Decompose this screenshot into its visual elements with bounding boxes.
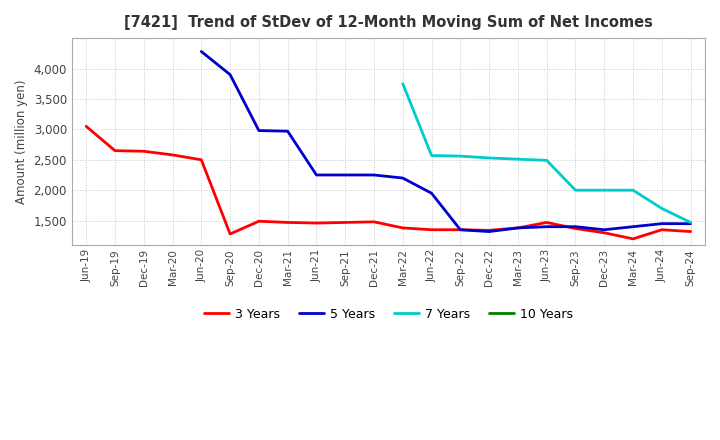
Legend: 3 Years, 5 Years, 7 Years, 10 Years: 3 Years, 5 Years, 7 Years, 10 Years — [199, 303, 578, 326]
7 Years — [485, 155, 493, 161]
Line: 3 Years: 3 Years — [86, 126, 690, 239]
7 Years — [686, 220, 695, 225]
3 Years — [255, 219, 264, 224]
7 Years — [657, 206, 666, 211]
5 Years — [571, 224, 580, 229]
3 Years — [398, 225, 407, 231]
3 Years — [140, 149, 148, 154]
5 Years — [485, 229, 493, 234]
5 Years — [657, 221, 666, 226]
3 Years — [686, 229, 695, 234]
7 Years — [427, 153, 436, 158]
3 Years — [657, 227, 666, 232]
5 Years — [284, 128, 292, 134]
3 Years — [284, 220, 292, 225]
5 Years — [629, 224, 637, 229]
3 Years — [485, 228, 493, 233]
3 Years — [600, 230, 608, 235]
3 Years — [197, 157, 206, 162]
7 Years — [600, 187, 608, 193]
5 Years — [226, 72, 235, 77]
7 Years — [629, 187, 637, 193]
3 Years — [427, 227, 436, 232]
3 Years — [571, 226, 580, 231]
3 Years — [456, 227, 464, 232]
5 Years — [686, 221, 695, 226]
3 Years — [369, 219, 378, 224]
7 Years — [456, 154, 464, 159]
5 Years — [197, 49, 206, 54]
5 Years — [456, 227, 464, 232]
7 Years — [542, 158, 551, 163]
7 Years — [571, 187, 580, 193]
3 Years — [542, 220, 551, 225]
3 Years — [513, 225, 522, 231]
3 Years — [629, 236, 637, 242]
5 Years — [542, 224, 551, 229]
5 Years — [255, 128, 264, 133]
3 Years — [341, 220, 349, 225]
3 Years — [82, 124, 91, 129]
5 Years — [369, 172, 378, 178]
5 Years — [513, 225, 522, 231]
3 Years — [226, 231, 235, 237]
5 Years — [312, 172, 321, 178]
7 Years — [398, 81, 407, 86]
5 Years — [341, 172, 349, 178]
Line: 5 Years: 5 Years — [202, 51, 690, 231]
Line: 7 Years: 7 Years — [402, 84, 690, 223]
7 Years — [513, 157, 522, 162]
3 Years — [168, 152, 177, 158]
3 Years — [111, 148, 120, 153]
5 Years — [427, 191, 436, 196]
Y-axis label: Amount (million yen): Amount (million yen) — [15, 79, 28, 204]
5 Years — [398, 176, 407, 181]
5 Years — [600, 227, 608, 232]
3 Years — [312, 220, 321, 226]
Title: [7421]  Trend of StDev of 12-Month Moving Sum of Net Incomes: [7421] Trend of StDev of 12-Month Moving… — [124, 15, 653, 30]
